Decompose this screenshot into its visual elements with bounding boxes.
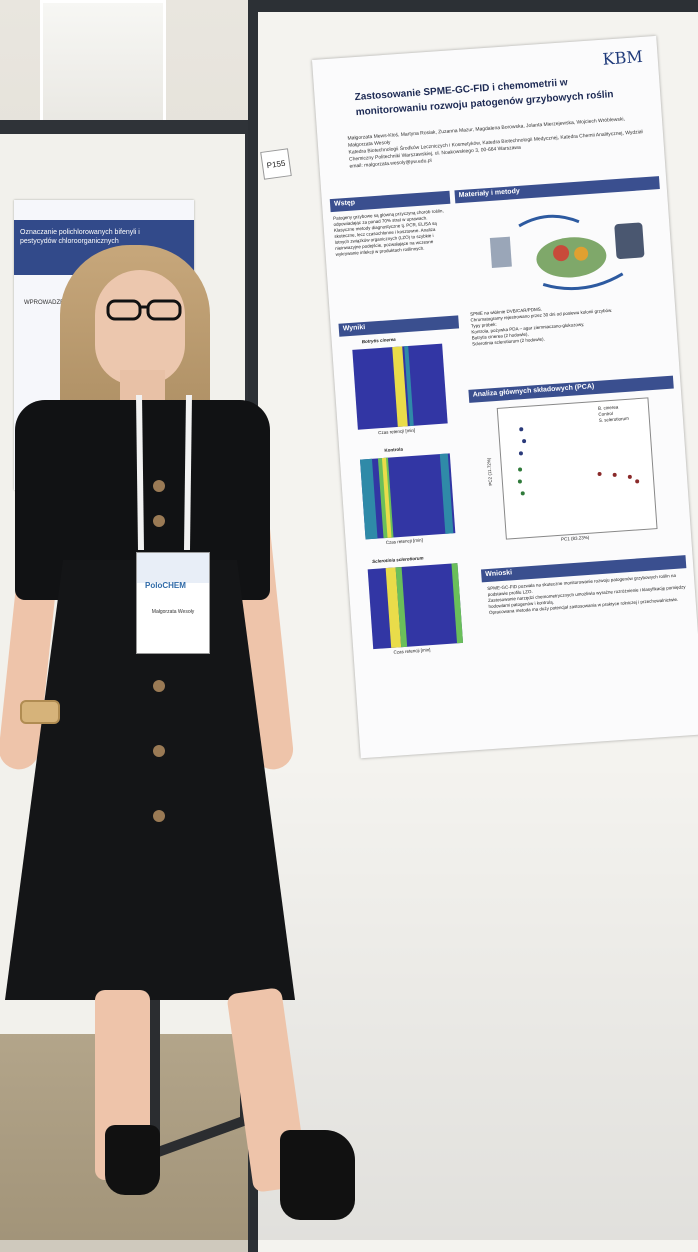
- left-poster-title: Oznaczanie polichlorowanych bifenyli i p…: [20, 229, 140, 245]
- lanyard: [136, 395, 192, 551]
- name-badge: PoloCHEM Małgorzata Wesoły: [136, 552, 210, 654]
- poster-authors: Małgorzata Mews-Kłoś, Martyna Rosiak, Zu…: [347, 115, 649, 171]
- methods-illustration: [489, 214, 645, 291]
- pca-point: [635, 479, 640, 484]
- pca-point: [518, 451, 524, 456]
- dress-button: [153, 480, 165, 492]
- right-wedge-shoe: [280, 1130, 355, 1220]
- heatmap-title-kontrola: Kontrola: [384, 446, 404, 453]
- dress-button: [153, 515, 165, 527]
- dress-button: [153, 810, 165, 822]
- pca-legend: B. cinerea Control S. sclerotiorum: [597, 404, 629, 423]
- person-face: [95, 270, 185, 385]
- left-poster-section: WPROWADZENIE: [24, 300, 75, 306]
- heatmap-title-botrytis: Botrytis cinerea: [361, 336, 396, 345]
- pca-point: [519, 427, 524, 432]
- wstep-text: Patogeny grzybowe są główną przyczyną ch…: [332, 208, 444, 257]
- left-wedge-shoe: [105, 1125, 160, 1195]
- dress-button: [153, 745, 165, 757]
- pca-point: [627, 474, 632, 479]
- pca-point: [597, 471, 602, 477]
- poster-number-tag: P155: [260, 148, 292, 180]
- pca-point: [612, 472, 617, 478]
- pca-point: [520, 491, 525, 496]
- heatmap-sclerotinia: [367, 563, 464, 650]
- pca-point: [517, 467, 523, 472]
- pca-xlabel: PC1 (83.23%): [560, 534, 590, 542]
- dress-button: [153, 680, 165, 692]
- watch-icon: [20, 700, 60, 724]
- badge-name: Małgorzata Wesoły: [151, 609, 195, 615]
- pca-ylabel: PC2 (11.72%): [486, 457, 494, 486]
- glasses-icon: [106, 299, 182, 321]
- heatmap-xlabel-3: Czas retencji [min]: [393, 647, 431, 655]
- section-header-wyniki: Wyniki: [338, 315, 460, 337]
- heatmap-title-sclerotinia: Sclerotinia sclerotiorum: [371, 555, 424, 565]
- heatmap-xlabel-2: Czas retencji [min]: [385, 537, 423, 546]
- pca-scatter-plot: B. cinerea Control S. sclerotiorum: [496, 397, 658, 540]
- pca-point: [517, 479, 523, 484]
- badge-event: PoloCHEM: [145, 581, 186, 590]
- heatmap-botrytis: [352, 343, 448, 430]
- poster-logo: KBM: [601, 46, 644, 69]
- scientific-poster: KBM Zastosowanie SPME-GC-FID i chemometr…: [312, 35, 698, 759]
- pca-point: [521, 438, 527, 444]
- heatmap-xlabel-1: Czas retencji [min]: [377, 427, 416, 436]
- badge-header: [137, 553, 209, 583]
- methods-text: SPME na włóknie DVB/CAR/PDMS. Chromatogr…: [469, 306, 613, 347]
- heatmap-kontrola: [359, 453, 456, 540]
